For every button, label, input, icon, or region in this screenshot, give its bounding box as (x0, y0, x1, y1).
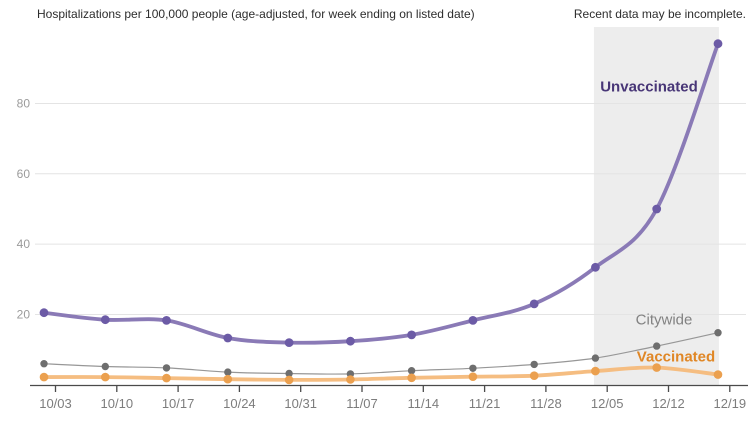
series-label-unvaccinated: Unvaccinated (600, 78, 698, 96)
data-point-unvaccinated (39, 308, 49, 318)
x-axis-label: 12/12 (652, 396, 685, 411)
data-point-unvaccinated (346, 336, 355, 346)
x-axis-label: 10/31 (284, 396, 317, 411)
data-point-citywide (40, 360, 48, 368)
data-point-unvaccinated (284, 338, 294, 347)
data-point-unvaccinated (100, 315, 110, 325)
data-point-vaccinated (346, 375, 355, 384)
x-axis-label: 10/03 (39, 396, 72, 411)
data-point-unvaccinated (652, 204, 662, 214)
data-point-citywide (224, 368, 232, 376)
x-axis-label: 11/28 (530, 396, 562, 411)
data-point-citywide (101, 362, 110, 371)
series-label-citywide: Citywide (635, 311, 693, 329)
data-point-vaccinated (713, 370, 723, 379)
data-point-vaccinated (468, 372, 478, 382)
data-point-citywide (653, 342, 661, 350)
data-point-unvaccinated (162, 316, 171, 325)
data-point-vaccinated (529, 371, 539, 381)
data-point-unvaccinated (223, 333, 233, 343)
data-point-vaccinated (39, 372, 49, 382)
data-point-citywide (469, 364, 477, 372)
x-axis-label: 12/05 (591, 396, 624, 411)
data-point-citywide (162, 364, 171, 372)
data-point-unvaccinated (468, 316, 478, 325)
x-axis-label: 12/19 (714, 396, 747, 411)
x-axis-label: 10/10 (101, 396, 134, 411)
chart-title: Hospitalizations per 100,000 people (age… (37, 7, 475, 21)
series-line-vaccinated (42, 365, 720, 382)
data-point-citywide (407, 367, 416, 375)
data-point-citywide (591, 354, 600, 362)
x-axis-label: 10/17 (162, 396, 195, 411)
data-point-vaccinated (591, 366, 600, 376)
y-axis-label: 20 (17, 307, 31, 321)
incomplete-data-note: Recent data may be incomplete. (573, 7, 746, 21)
data-point-unvaccinated (529, 299, 539, 309)
data-point-vaccinated (652, 363, 661, 372)
data-point-citywide (714, 329, 722, 337)
y-axis-label: 80 (17, 96, 31, 110)
data-point-vaccinated (101, 372, 110, 382)
data-point-unvaccinated (591, 262, 600, 272)
x-axis-label: 11/14 (408, 396, 440, 411)
series-label-vaccinated: Vaccinated (636, 348, 716, 366)
data-point-vaccinated (284, 375, 294, 385)
y-axis-label: 60 (17, 167, 31, 181)
data-point-unvaccinated (713, 39, 723, 49)
series-line-citywide (43, 332, 719, 375)
data-point-citywide (530, 360, 538, 369)
y-axis-label: 40 (17, 237, 31, 251)
x-axis-label: 11/21 (469, 396, 501, 411)
data-point-unvaccinated (407, 330, 416, 340)
data-point-citywide (285, 369, 293, 378)
data-point-vaccinated (162, 373, 171, 383)
data-point-vaccinated (223, 374, 233, 384)
x-axis-label: 10/24 (223, 396, 256, 411)
data-point-vaccinated (407, 373, 416, 383)
x-axis-label: 11/07 (346, 396, 378, 411)
